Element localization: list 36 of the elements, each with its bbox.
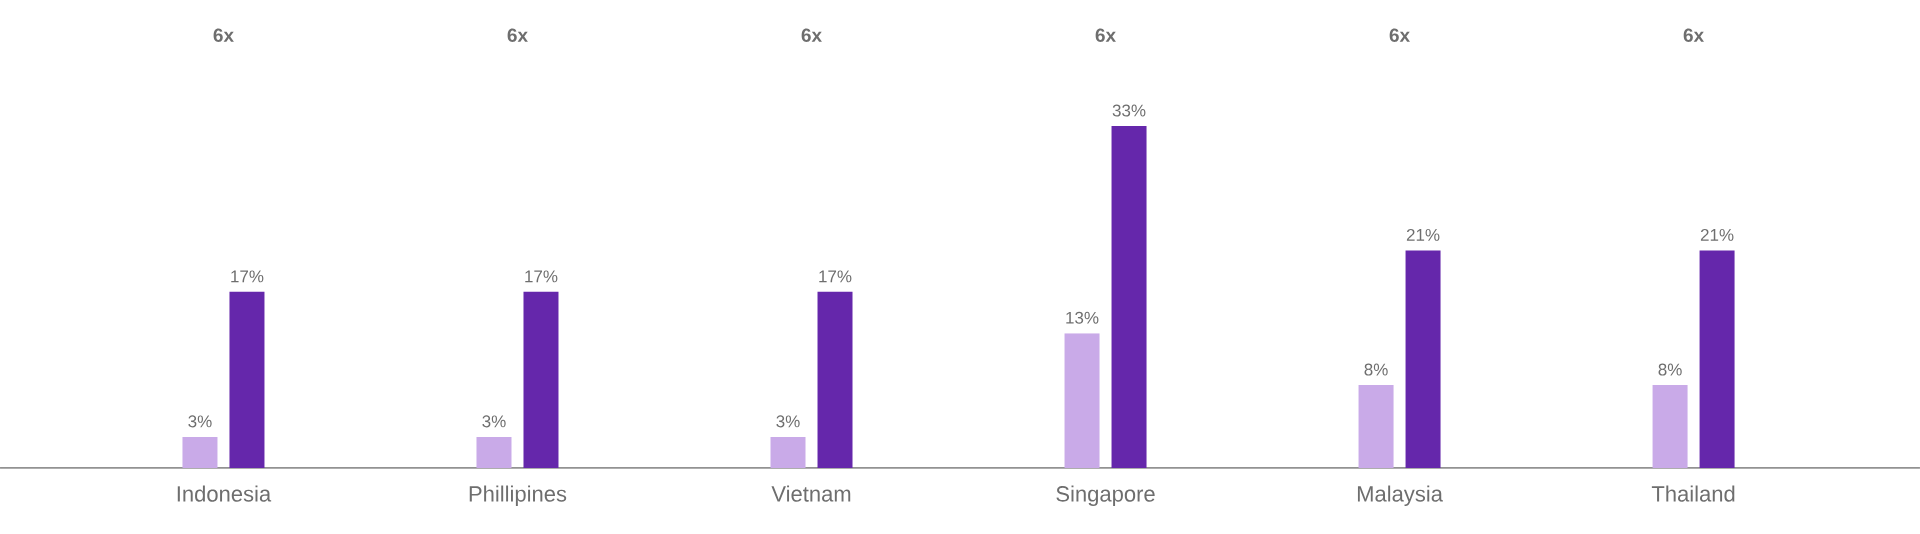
text: 6x [213,28,234,42]
bar [817,291,853,468]
data-label: 17% [231,270,264,283]
data-label: 17% [819,270,852,283]
data-label: 21% [1406,228,1440,241]
bar [1652,385,1688,468]
bar [770,436,806,468]
data-label: 21% [1700,228,1734,241]
data-label: 17% [525,270,558,283]
x-tick-label: Indonesia [177,485,272,502]
text: 6x [1683,28,1704,42]
text: 6x [1389,28,1410,42]
bar [182,436,218,468]
data-label: 3% [482,415,506,428]
x-tick-label: Vietnam [771,485,851,502]
bar [1064,333,1100,468]
bar [1358,385,1394,468]
data-label: 3% [188,415,212,428]
text: 6x [801,28,822,42]
bar [229,291,265,468]
bar [523,291,559,468]
data-label: 13% [1066,311,1099,324]
x-tick-label: Malaysia [1357,485,1443,507]
x-tick-label: Thailand [1651,485,1735,502]
x-tick-label: Singapore [1056,485,1155,507]
bar [1405,250,1441,468]
text: 6x [507,28,528,42]
bar [1699,250,1735,468]
bar [1111,126,1147,468]
data-label: 3% [776,415,800,428]
text: 6x [1095,28,1116,42]
data-label: 8% [1658,363,1682,376]
data-label: 33% [1112,104,1146,117]
data-label: 8% [1364,363,1388,376]
x-tick-label: Phillipines [469,485,567,507]
bar [476,436,512,468]
